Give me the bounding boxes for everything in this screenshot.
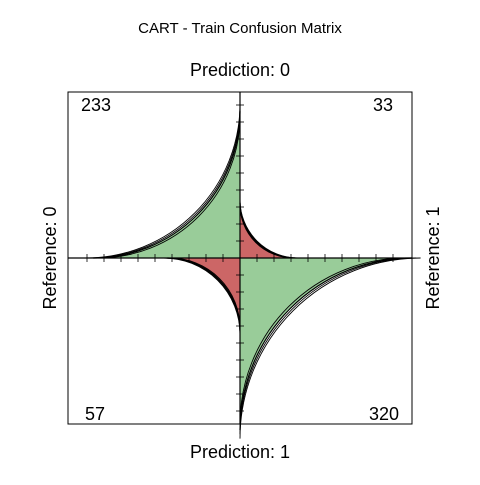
top-label: Prediction: 0 — [190, 60, 290, 80]
confidence-ring-pred1-ref1-2 — [239, 257, 421, 439]
sector-outline-pred1-ref1 — [239, 257, 413, 431]
confidence-ring-pred0-ref0-1 — [89, 107, 241, 259]
count-pred0-ref0: 233 — [81, 95, 111, 115]
confidence-ring-pred0-ref0-2 — [85, 103, 241, 259]
right-label: Reference: 1 — [423, 206, 443, 309]
count-pred1-ref1: 320 — [369, 404, 399, 424]
counts-layer: 233 33 57 320 — [81, 95, 399, 424]
sector-pred1-ref1 — [240, 258, 412, 430]
sector-pred1-ref0 — [167, 258, 240, 331]
count-pred0-ref1: 33 — [373, 95, 393, 115]
confidence-ring-pred1-ref1-0 — [239, 257, 406, 424]
confidence-ring-pred1-ref0-0 — [169, 257, 241, 329]
bottom-label: Prediction: 1 — [190, 442, 290, 462]
chart-title: CART - Train Confusion Matrix — [138, 20, 342, 37]
confidence-ring-pred0-ref1-2 — [239, 199, 299, 259]
sectors-layer — [85, 103, 421, 439]
axes-layer — [67, 91, 413, 425]
left-label: Reference: 0 — [40, 206, 60, 309]
count-pred1-ref0: 57 — [85, 404, 105, 424]
sector-pred0-ref1 — [240, 202, 296, 258]
confidence-ring-pred1-ref1-1 — [239, 257, 417, 435]
confidence-ring-pred0-ref0-0 — [98, 116, 241, 259]
sector-pred0-ref0 — [93, 111, 240, 258]
confidence-ring-pred1-ref0-2 — [163, 257, 241, 335]
sector-outline-pred0-ref0 — [93, 111, 241, 259]
